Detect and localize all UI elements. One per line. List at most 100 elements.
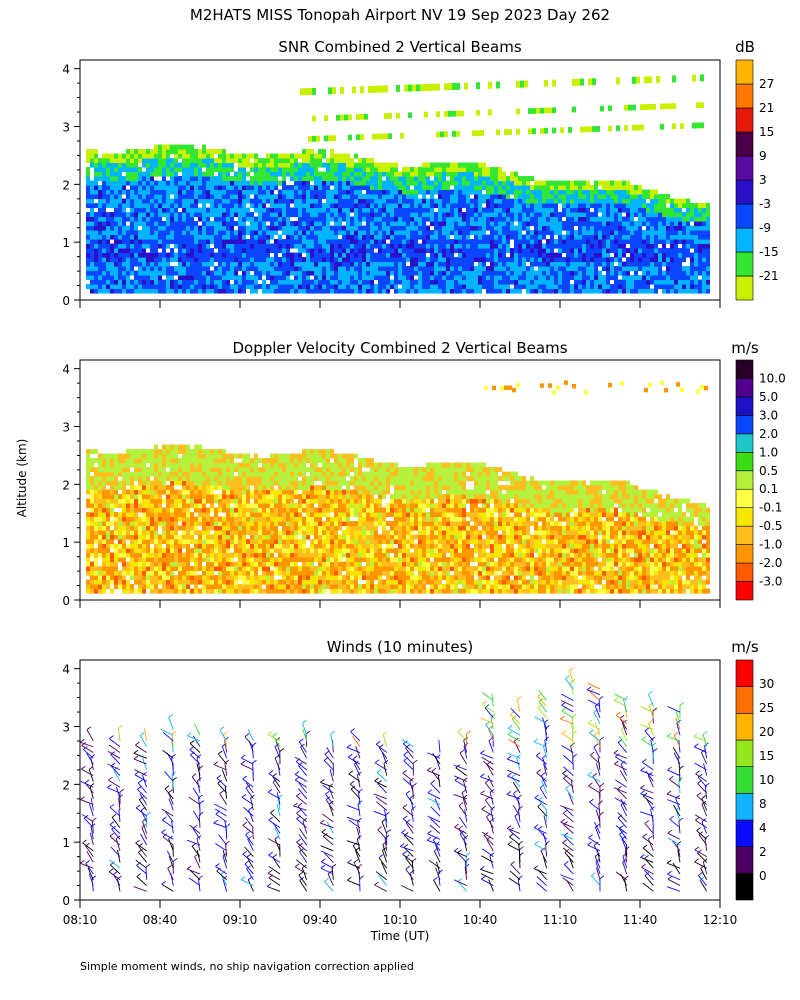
snr-cell (406, 189, 410, 195)
snr-cell (546, 275, 550, 281)
snr-cell (310, 216, 314, 222)
snr-cell (286, 261, 290, 267)
snr-cell (270, 162, 274, 168)
snr-cell (538, 266, 542, 272)
snr-cell (190, 185, 194, 191)
snr-cell (210, 270, 214, 276)
snr-cell (354, 266, 358, 272)
snr-cell (342, 207, 346, 213)
snr-cell (570, 288, 574, 294)
snr-cell (442, 230, 446, 236)
snr-cell (342, 225, 346, 231)
snr-cell (310, 252, 314, 258)
snr-cell (586, 284, 590, 290)
snr-cell (242, 180, 246, 186)
snr-cell (438, 162, 442, 168)
snr-cell (334, 221, 338, 227)
snr-cell (110, 158, 114, 164)
snr-cell (674, 234, 678, 240)
snr-cell (350, 203, 354, 209)
snr-cell (218, 185, 222, 191)
velocity-cell (102, 543, 106, 549)
snr-cell (674, 212, 678, 218)
snr-cell (506, 185, 510, 191)
snr-cell (658, 198, 662, 204)
snr-cell (586, 230, 590, 236)
snr-cell (614, 207, 618, 213)
snr-cell (174, 239, 178, 245)
snr-cell (538, 243, 542, 249)
snr-cell (210, 171, 214, 177)
snr-cell (226, 162, 230, 168)
velocity-cell (150, 579, 154, 585)
snr-cell (354, 279, 358, 285)
snr-cell (350, 189, 354, 195)
snr-cell (198, 216, 202, 222)
snr-cell (222, 194, 226, 200)
snr-cell (226, 270, 230, 276)
snr-cell (538, 221, 542, 227)
velocity-cell (150, 458, 154, 464)
snr-cell (370, 252, 374, 258)
snr-cell (254, 203, 258, 209)
snr-cell (598, 288, 602, 294)
snr-cell (218, 194, 222, 200)
velocity-cell (154, 512, 158, 518)
velocity-cell (150, 507, 154, 513)
snr-cell (634, 221, 638, 227)
snr-cell (422, 207, 426, 213)
snr-cell (578, 261, 582, 267)
velocity-cell (138, 557, 142, 563)
snr-cell (542, 189, 546, 195)
snr-cell (486, 198, 490, 204)
snr-cell (546, 194, 550, 200)
snr-cell (446, 252, 450, 258)
snr-cell (198, 185, 202, 191)
snr-cell (470, 221, 474, 227)
snr-cell (450, 270, 454, 276)
snr-cell (582, 284, 586, 290)
snr-cell (638, 243, 642, 249)
snr-cell (306, 275, 310, 281)
snr-cell (382, 234, 386, 240)
snr-cell (154, 194, 158, 200)
velocity-cell (114, 489, 118, 495)
snr-cell (550, 234, 554, 240)
snr-cell (470, 239, 474, 245)
velocity-cell (142, 539, 146, 545)
snr-cell (506, 234, 510, 240)
snr-cell (374, 257, 378, 263)
snr-cell (390, 284, 394, 290)
snr-cell (514, 171, 518, 177)
snr-cell (98, 261, 102, 267)
snr-cell (422, 248, 426, 254)
snr-cell (378, 203, 382, 209)
snr-cell (494, 185, 498, 191)
velocity-cell (90, 570, 94, 576)
snr-cell (234, 185, 238, 191)
velocity-cell (122, 462, 126, 468)
snr-cell (522, 203, 526, 209)
snr-cell (254, 257, 258, 263)
snr-cell (274, 225, 278, 231)
snr-cell (362, 198, 366, 204)
velocity-cell (122, 552, 126, 558)
snr-cell (618, 288, 622, 294)
snr-cell (226, 207, 230, 213)
snr-cell (178, 212, 182, 218)
snr-cell (182, 207, 186, 213)
snr-cell (342, 257, 346, 263)
velocity-cell (138, 543, 142, 549)
velocity-cell (106, 561, 110, 567)
snr-cell (114, 248, 118, 254)
snr-cell (234, 279, 238, 285)
snr-cell (390, 212, 394, 218)
snr-cell (278, 189, 282, 195)
snr-cell (490, 252, 494, 258)
snr-cell (362, 185, 366, 191)
snr-cell (614, 212, 618, 218)
snr-cell (86, 198, 90, 204)
snr-cell (290, 288, 294, 294)
snr-cell (594, 261, 598, 267)
